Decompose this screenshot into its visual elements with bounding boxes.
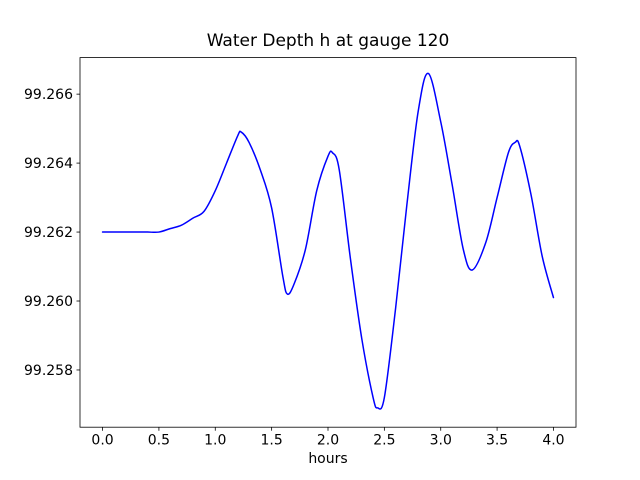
y-tick-label: 99.266	[24, 87, 73, 103]
axes-spines	[79, 57, 577, 428]
x-tick-label: 3.0	[430, 433, 452, 449]
x-tick-label: 4.0	[542, 433, 564, 449]
axes-frame	[79, 57, 577, 428]
chart-title: Water Depth h at gauge 120	[207, 31, 450, 51]
axis-ticks	[76, 93, 554, 431]
x-tick-label: 0.5	[148, 433, 170, 449]
water-depth-line	[101, 72, 555, 410]
axis-tick-labels: 0.0 0.5 1.0 1.5 2.0 2.5 3.0 3.5 4.0 99.258 99.260 9…	[24, 87, 565, 449]
x-tick-label: 1.5	[261, 433, 283, 449]
y-tick-label: 99.260	[24, 294, 73, 310]
x-tick-label: 2.5	[373, 433, 395, 449]
x-tick-label: 0.0	[91, 433, 113, 449]
y-tick-label: 99.258	[24, 363, 73, 379]
y-tick-label: 99.262	[24, 225, 73, 241]
x-axis-label: hours	[308, 451, 347, 467]
x-tick-label: 2.0	[317, 433, 339, 449]
x-tick-label: 1.0	[204, 433, 226, 449]
y-tick-label: 99.264	[24, 156, 73, 172]
x-tick-label: 3.5	[486, 433, 508, 449]
